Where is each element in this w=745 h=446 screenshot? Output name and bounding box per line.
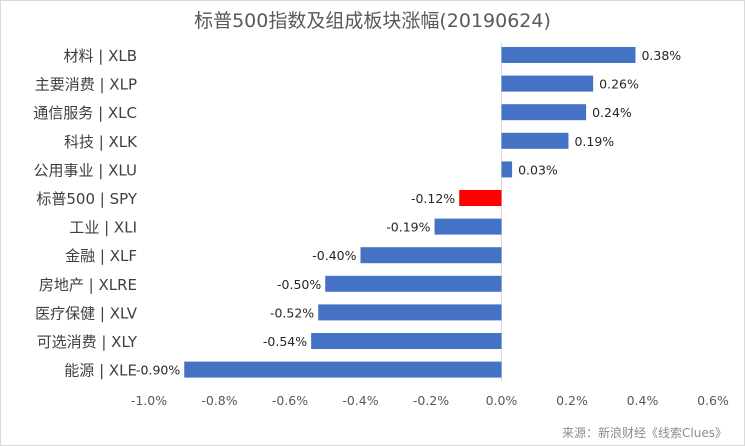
- data-label: 0.38%: [641, 48, 681, 63]
- data-label: 0.03%: [518, 162, 558, 177]
- category-label: 可选消费 | XLY: [37, 333, 138, 351]
- source-note: 来源：新浪财经《线索Clues》: [562, 426, 727, 440]
- x-tick-label: -0.4%: [342, 393, 378, 408]
- data-label: -0.40%: [312, 248, 356, 263]
- bar: [318, 304, 502, 321]
- category-label: 公用事业 | XLU: [34, 161, 137, 179]
- category-label: 通信服务 | XLC: [33, 104, 137, 122]
- data-label: -0.19%: [386, 220, 430, 235]
- bar: [459, 190, 502, 206]
- bar: [501, 104, 587, 121]
- data-label: -0.12%: [411, 191, 455, 206]
- data-label: -0.54%: [263, 334, 307, 349]
- bar: [501, 161, 513, 178]
- data-label: -0.50%: [277, 277, 321, 292]
- category-label: 材料 | XLB: [63, 47, 137, 65]
- bar: [184, 361, 502, 378]
- data-label: 0.19%: [574, 134, 614, 149]
- category-label: 房地产 | XLRE: [39, 276, 137, 294]
- data-label: -0.52%: [270, 305, 314, 320]
- category-label: 工业 | XLI: [69, 219, 137, 237]
- x-tick-label: -0.8%: [201, 393, 237, 408]
- category-label: 主要消费 | XLP: [35, 76, 137, 94]
- category-label: 科技 | XLK: [64, 133, 138, 151]
- category-label: 金融 | XLF: [65, 247, 137, 265]
- data-label: 0.24%: [592, 105, 632, 120]
- bar: [325, 275, 502, 292]
- bar: [311, 333, 502, 349]
- x-tick-label: 0.4%: [627, 393, 659, 408]
- bar: [501, 47, 636, 63]
- bar: [360, 247, 502, 264]
- x-tick-label: -0.6%: [272, 393, 308, 408]
- bar: [501, 75, 594, 92]
- x-tick-label: 0.0%: [486, 393, 518, 408]
- category-label: 能源 | XLE: [64, 362, 137, 380]
- x-tick-label: 0.2%: [556, 393, 588, 408]
- x-tick-label: -1.0%: [131, 393, 167, 408]
- category-label: 标普500 | SPY: [36, 190, 137, 208]
- bar: [501, 132, 569, 149]
- category-label: 医疗保健 | XLV: [35, 304, 138, 322]
- x-tick-label: 0.6%: [697, 393, 729, 408]
- data-label: -0.90%: [136, 363, 180, 378]
- chart-title: 标普500指数及组成板块涨幅(20190624): [194, 10, 551, 32]
- bar: [434, 218, 502, 235]
- data-label: 0.26%: [599, 77, 639, 92]
- x-tick-label: -0.2%: [413, 393, 449, 408]
